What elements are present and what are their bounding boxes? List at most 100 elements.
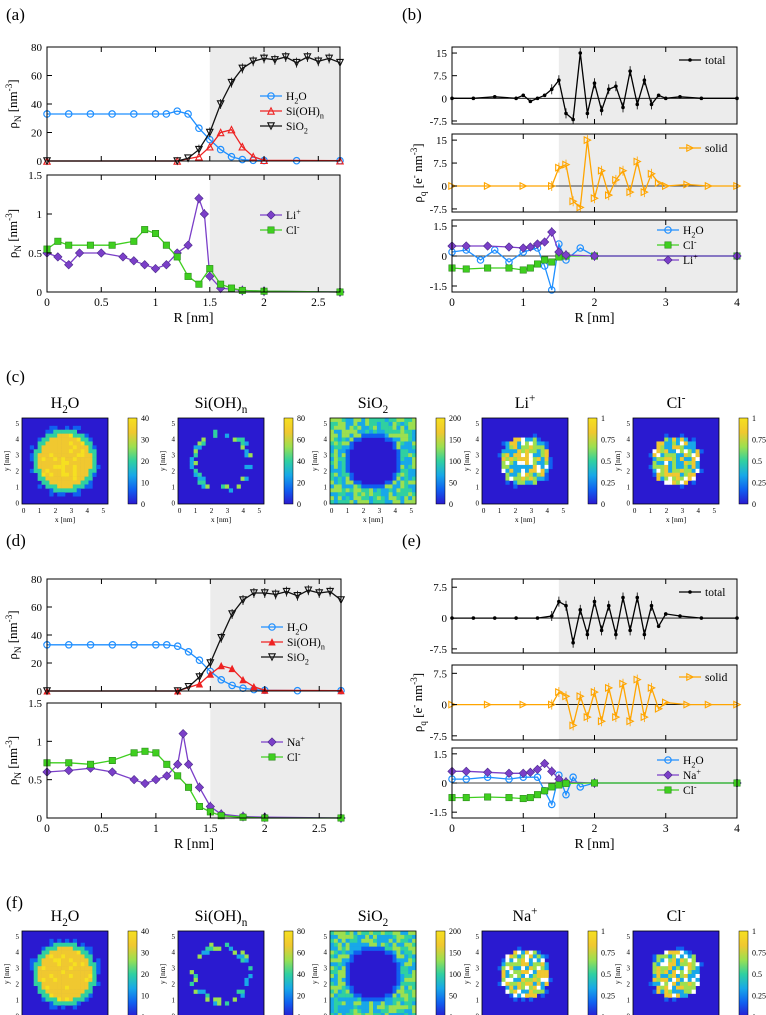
heatmap-cell [80, 958, 85, 963]
heatmap-cell [400, 981, 405, 987]
heatmap-cell [345, 946, 350, 951]
heatmap-cell [376, 946, 382, 951]
heatmap-cell [369, 425, 374, 431]
chart-e_mid: solid-7.507.5ρq​ [e-​ nm-3​] [409, 664, 742, 743]
heatmap-cell [72, 425, 78, 431]
heatmap-cell [679, 989, 685, 994]
heatmap-cell [691, 981, 696, 987]
heatmap-cell [349, 425, 354, 431]
heatmap-cell [333, 500, 339, 505]
heatmap-cell [61, 954, 66, 959]
data-point-total [535, 616, 540, 620]
heatmap-cell [687, 461, 692, 466]
heatmap-cell [513, 997, 518, 1002]
heatmap-cell [404, 418, 409, 423]
data-point-SiO2 [249, 589, 258, 598]
data-point-Cl [505, 794, 513, 802]
heatmap-cell [68, 989, 74, 994]
heatmap-cell [400, 453, 405, 458]
data-point-H2O [228, 681, 236, 690]
data-point-total [557, 78, 561, 83]
heatmap-cell [396, 962, 401, 967]
data-point-SiO2 [228, 610, 237, 619]
heatmap-cell [404, 468, 409, 474]
heatmap-cell [687, 977, 692, 983]
data-point-Na [194, 782, 205, 792]
heatmap-cell [361, 496, 366, 501]
chart-d_bot: Na+​Cl-​00.511.500.511.522.5R [nm]ρN​ [n… [4, 698, 346, 852]
data-point-SiOH [239, 675, 247, 684]
heatmap-cell [37, 476, 42, 481]
colorbar-tick-label: 1 [752, 414, 756, 423]
data-point-Cl [87, 760, 95, 768]
colorbar-tick-label: 100 [449, 970, 461, 979]
heatmap-cell [76, 437, 81, 442]
heatmap-cell [65, 453, 70, 458]
heatmap-cell [337, 981, 343, 987]
heatmap-cell [45, 981, 50, 987]
heatmap-cell [679, 445, 685, 450]
heatmap-cell [404, 500, 409, 505]
heatmap-cell [337, 970, 343, 975]
data-point-total [585, 632, 590, 637]
heatmap-cell [525, 962, 530, 967]
heatmap-cell [88, 962, 93, 967]
heatmap-cell [88, 484, 93, 489]
heatmap-cell [656, 453, 661, 458]
heatmap-cell [333, 437, 339, 442]
heatmap-cell [404, 453, 409, 458]
heatmap-cell [341, 457, 346, 462]
heatmap-cell [672, 461, 677, 466]
colorbar-tick-label: 30 [141, 949, 149, 958]
data-point-Li [194, 193, 204, 204]
colorbar-tick-label: 0 [141, 500, 145, 509]
heatmap-cell [392, 1013, 397, 1015]
heatmap-cell [400, 946, 405, 951]
heatmap-y-tick: 4 [172, 436, 176, 444]
heatmap-cell [345, 445, 350, 450]
heatmap-cell [695, 457, 700, 462]
heatmap-cell [540, 954, 545, 959]
heatmap-cell [349, 1001, 354, 1006]
data-point-total [549, 87, 554, 92]
colorbar-tick-label: 0.25 [752, 992, 766, 1001]
data-point-Cl [484, 264, 492, 272]
heatmap-cell [388, 488, 393, 493]
heatmap-cell [373, 492, 378, 497]
heatmap-y-tick: 2 [627, 981, 631, 989]
heatmap-cell [525, 974, 530, 979]
legend-label-SiO2: SiO2​ [286, 121, 308, 135]
heatmap-cell [509, 970, 514, 975]
data-point-Cl [533, 260, 541, 268]
data-point-H2O [86, 640, 95, 649]
heatmap-cell [525, 464, 530, 470]
heatmap-cell [656, 974, 661, 979]
data-point-solid [605, 683, 614, 693]
heatmap-cell [61, 433, 66, 438]
heatmap-cell [333, 977, 339, 983]
heatmap-cell [333, 418, 339, 423]
colorbar-tick-label: 0.5 [752, 970, 762, 979]
colorbar-tick-label: 80 [297, 927, 305, 936]
heatmap-cell [376, 934, 382, 940]
legend-marker-Cl [664, 241, 672, 249]
heatmap-cell [61, 1005, 66, 1010]
y-tick-label: 0 [37, 156, 43, 168]
y-tick-label: 0 [442, 700, 448, 712]
heatmap-cell [49, 449, 54, 454]
heatmap-cell [72, 476, 78, 481]
heatmap-cell [400, 418, 405, 423]
colorbar-tick-label: 0.75 [752, 436, 766, 445]
heatmap-cell [668, 464, 673, 470]
heatmap-cell [345, 441, 350, 446]
y-tick-label: 15 [436, 48, 448, 60]
heatmap-cell [345, 1009, 350, 1014]
heatmap-cell [92, 445, 97, 450]
heatmap-cell [84, 449, 89, 454]
heatmap-cell [345, 425, 350, 431]
data-point-Cl [548, 258, 556, 266]
data-point-total [606, 87, 611, 92]
heatmap-cell [76, 977, 81, 983]
heatmap-cell [412, 938, 417, 944]
